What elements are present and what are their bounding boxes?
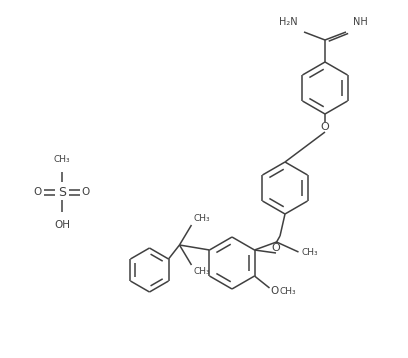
Text: CH₃: CH₃ [54,155,70,164]
Text: CH₃: CH₃ [302,247,318,256]
Text: OH: OH [54,220,70,230]
Text: CH₃: CH₃ [193,267,210,276]
Text: O: O [82,187,90,197]
Text: O: O [271,286,279,296]
Text: O: O [321,122,329,132]
Text: H₂N: H₂N [279,17,298,27]
Text: NH: NH [353,17,368,27]
Text: CH₃: CH₃ [279,286,296,295]
Text: S: S [58,185,66,198]
Text: O: O [34,187,42,197]
Text: O: O [272,243,280,253]
Text: CH₃: CH₃ [193,214,210,223]
